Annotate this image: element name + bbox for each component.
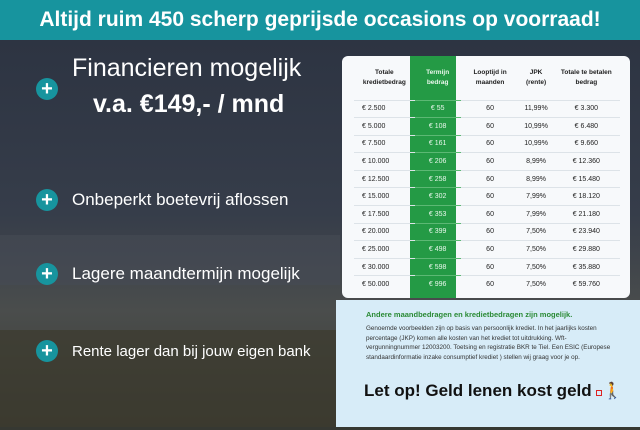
table-cell: 60 [460, 152, 520, 171]
column-header: Totale te betalen bedrag [560, 68, 612, 86]
table-cell: € 29.880 [552, 240, 620, 259]
info-section: Andere maandbedragen en kredietbedragen … [336, 300, 640, 427]
warning-text: Let op! Geld lenen kost geld 🚶 [364, 381, 623, 401]
table-row: € 7.500 € 161 60 10,99% € 9.660 [354, 134, 620, 153]
table-cell: € 35.880 [552, 257, 620, 276]
table-row: € 5.000 € 108 60 10,99% € 6.480 [354, 117, 620, 136]
table-cell: € 996 [414, 275, 461, 294]
table-row: € 15.000 € 302 60 7,99% € 18.120 [354, 187, 620, 206]
table-cell: 7,50% [519, 275, 553, 294]
table-cell: € 12.360 [552, 152, 620, 171]
table-cell: 60 [460, 169, 520, 188]
table-cell: 11,99% [519, 99, 553, 118]
table-cell: € 23.940 [552, 222, 620, 241]
table-cell: € 399 [414, 222, 461, 241]
loan-table-card: Totale kredietbedrag Termijn bedrag Loopti… [342, 56, 630, 298]
headline-price: v.a. €149,- / mnd [93, 90, 285, 118]
table-cell: € 9.660 [552, 134, 620, 153]
table-cell: 7,50% [519, 257, 553, 276]
table-cell: 60 [460, 99, 520, 118]
table-cell: € 12.500 [354, 169, 415, 188]
feature-item: + Rente lager dan bij jouw eigen bank [36, 340, 311, 362]
table-cell: € 30.000 [354, 257, 415, 276]
info-body: Genoemde voorbeelden zijn op basis van p… [366, 325, 611, 361]
table-row: € 20.000 € 399 60 7,50% € 23.940 [354, 222, 620, 241]
table-cell: € 10.000 [354, 152, 415, 171]
column-header: Totale kredietbedrag [362, 68, 406, 86]
table-cell: € 498 [414, 240, 461, 259]
table-cell: 10,99% [519, 117, 553, 136]
column-header: Looptijd in maanden [473, 68, 507, 86]
plus-icon: + [36, 78, 58, 100]
column-header: JPK (rente) [525, 68, 547, 86]
table-cell: 60 [460, 240, 520, 259]
info-heading: Andere maandbedragen en kredietbedragen … [366, 310, 573, 319]
table-cell: 60 [460, 205, 520, 224]
table-row: € 17.500 € 353 60 7,99% € 21.180 [354, 205, 620, 224]
table-cell: € 5.000 [354, 117, 415, 136]
table-cell: € 55 [414, 99, 461, 118]
plus-icon: + [36, 340, 58, 362]
table-cell: 60 [460, 257, 520, 276]
table-cell: € 258 [414, 169, 461, 188]
table-cell: 8,99% [519, 169, 553, 188]
table-cell: € 353 [414, 205, 461, 224]
table-cell: 8,99% [519, 152, 553, 171]
table-cell: € 161 [414, 134, 461, 153]
loan-table: Totale kredietbedrag Termijn bedrag Loopti… [354, 56, 620, 294]
table-cell: € 25.000 [354, 240, 415, 259]
table-cell: 7,50% [519, 222, 553, 241]
table-cell: 60 [460, 222, 520, 241]
table-cell: 60 [460, 117, 520, 136]
table-cell: € 598 [414, 257, 461, 276]
table-cell: € 15.000 [354, 187, 415, 206]
table-cell: 60 [460, 134, 520, 153]
table-cell: 7,50% [519, 240, 553, 259]
table-cell: € 3.300 [552, 99, 620, 118]
table-row: € 30.000 € 598 60 7,50% € 35.880 [354, 257, 620, 276]
table-row: € 25.000 € 498 60 7,50% € 29.880 [354, 240, 620, 259]
plus-icon: + [36, 189, 58, 211]
table-cell: € 17.500 [354, 205, 415, 224]
table-cell: 7,99% [519, 187, 553, 206]
table-cell: € 20.000 [354, 222, 415, 241]
column-header: Termijn bedrag [426, 68, 450, 86]
walking-man-icon: 🚶 [595, 381, 623, 401]
table-cell: € 21.180 [552, 205, 620, 224]
table-cell: € 6.480 [552, 117, 620, 136]
table-cell: € 59.760 [552, 275, 620, 294]
feature-item: + Lagere maandtermijn mogelijk [36, 263, 300, 285]
table-cell: 10,99% [519, 134, 553, 153]
table-row: € 50.000 € 996 60 7,50% € 59.760 [354, 275, 620, 294]
headline: Financieren mogelijk [72, 54, 302, 82]
table-cell: € 108 [414, 117, 461, 136]
table-cell: 7,99% [519, 205, 553, 224]
table-row: € 10.000 € 206 60 8,99% € 12.360 [354, 152, 620, 171]
table-cell: € 302 [414, 187, 461, 206]
table-cell: 60 [460, 275, 520, 294]
table-cell: € 7.500 [354, 134, 415, 153]
plus-item-financing: + [36, 78, 72, 100]
table-cell: € 206 [414, 152, 461, 171]
table-cell: € 15.480 [552, 169, 620, 188]
table-row: € 2.500 € 55 60 11,99% € 3.300 [354, 99, 620, 118]
table-cell: € 18.120 [552, 187, 620, 206]
table-cell: € 50.000 [354, 275, 415, 294]
table-cell: € 2.500 [354, 99, 415, 118]
table-row: € 12.500 € 258 60 8,99% € 15.480 [354, 169, 620, 188]
table-cell: 60 [460, 187, 520, 206]
top-banner: Altijd ruim 450 scherp geprijsde occasio… [0, 0, 640, 40]
feature-item: + Onbeperkt boetevrij aflossen [36, 189, 288, 211]
plus-icon: + [36, 263, 58, 285]
